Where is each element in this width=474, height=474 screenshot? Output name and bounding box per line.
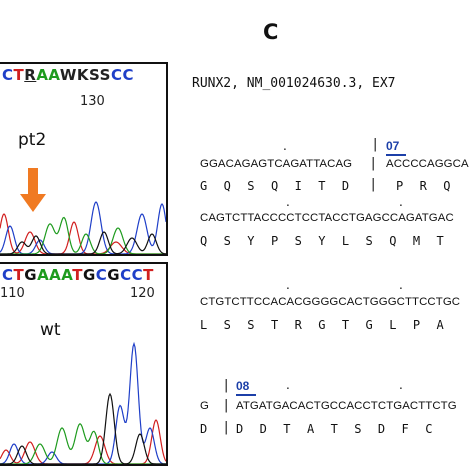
dna-sequence-line: CAGTCTTACCCCTCCTACCTGAGCCAGATGAC	[200, 212, 454, 224]
tick-dot: .	[399, 195, 403, 209]
exon-boundary-marker: |	[224, 378, 229, 393]
base-call: R	[24, 66, 37, 84]
base-call: C	[131, 266, 144, 284]
exon-boundary-marker: |	[373, 137, 378, 152]
dna-sequence-line: CTGTCTTCCACACGGGGCACTGGGCTTCCTGC	[200, 296, 461, 308]
trace-A	[0, 423, 166, 464]
amino-acid-line: D D T A T S D F C	[236, 422, 438, 436]
amino-acid-line: Q S Y P S Y L S Q M T	[200, 234, 449, 248]
sample-label-pt2: pt2	[18, 130, 47, 150]
base-call: C	[110, 66, 123, 84]
base-call: K	[76, 66, 90, 84]
base-call: S	[89, 66, 100, 84]
base-call: C	[95, 266, 108, 284]
base-call: A	[61, 266, 73, 284]
exon-underline	[236, 394, 256, 396]
base-call: T	[13, 266, 25, 284]
dna-sequence-line: ATGATGACACTGCCACCTCTGACTTCTG	[236, 400, 457, 412]
position-label: 130	[80, 94, 105, 109]
chromatogram-trace-pt2	[0, 201, 166, 254]
base-call: T	[13, 66, 25, 84]
exon-underline	[386, 154, 406, 156]
base-call: C	[2, 66, 14, 84]
base-call: T	[143, 266, 154, 284]
dna-sequence-line: GGACAGAGTCAGATTACAG	[200, 158, 353, 170]
chromatogram-trace-wt	[0, 341, 166, 464]
gene-header: RUNX2, NM_001024630.3, EX7	[192, 76, 396, 91]
exon-boundary-marker: |	[371, 156, 376, 171]
sample-label-wt: wt	[40, 320, 61, 340]
base-call: G	[24, 266, 38, 284]
exon-label-08: 08	[236, 379, 250, 393]
chromatogram-wt: CTGAAATGCGCCT 110 120 wt	[0, 262, 168, 466]
base-call: W	[59, 66, 77, 84]
base-call: G	[107, 266, 121, 284]
base-call: C	[2, 266, 14, 284]
base-call: S	[99, 66, 111, 84]
position-label-left: 110	[0, 286, 25, 301]
trace-T	[0, 213, 166, 254]
tick-dot: .	[286, 378, 290, 392]
base-call-row: CTGAAATGCGCCT	[2, 266, 154, 284]
exon-boundary-marker: |	[224, 420, 229, 435]
tick-dot: .	[286, 278, 290, 292]
amino-acid-line: P R Q	[396, 179, 456, 193]
exon-boundary-marker: |	[371, 177, 376, 192]
exon-boundary-marker: |	[224, 398, 229, 413]
base-call: A	[49, 266, 62, 284]
amino-acid-line: D	[200, 422, 212, 436]
base-call: C	[120, 266, 132, 284]
panel-label: C	[263, 20, 279, 44]
amino-acid-line: G Q S Q I T D	[200, 179, 354, 193]
trace-G	[0, 392, 166, 464]
amino-acid-line: L S S T R G T G L P A	[200, 318, 449, 332]
base-call: G	[82, 266, 96, 284]
tick-dot: .	[283, 139, 287, 153]
base-call: A	[36, 66, 49, 84]
mutation-arrow-icon	[20, 168, 46, 212]
exon-label-07: 07	[386, 139, 400, 153]
base-call-row: CTRAAWKSSCC	[2, 66, 134, 84]
dna-sequence-line: ACCCCAGGCA	[386, 158, 469, 170]
trace-C	[0, 341, 166, 464]
base-call: A	[37, 266, 50, 284]
base-call: T	[72, 266, 83, 284]
dna-sequence-line: G	[200, 400, 209, 412]
base-call: A	[48, 66, 60, 84]
base-call: C	[122, 66, 135, 84]
position-label-right: 120	[130, 286, 155, 301]
chromatogram-pt2: CTRAAWKSSCC 130 pt2	[0, 62, 168, 256]
tick-dot: .	[399, 378, 403, 392]
tick-dot: .	[399, 278, 403, 292]
trace-G	[0, 231, 166, 254]
trace-A	[0, 216, 166, 254]
tick-dot: .	[286, 195, 290, 209]
